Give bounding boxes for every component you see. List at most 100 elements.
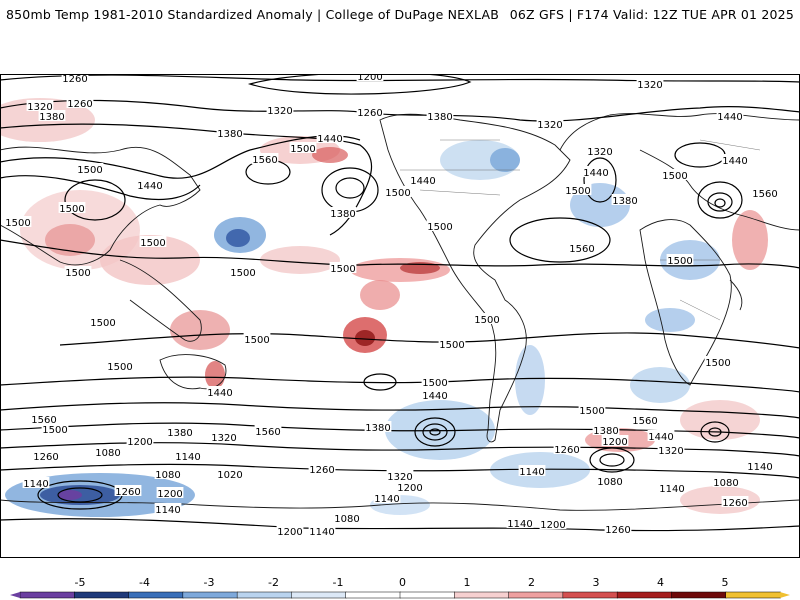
contour-label: 1260 [62, 74, 87, 85]
colorbar-tick-label: -4 [139, 576, 150, 589]
contour-label-bg [647, 430, 675, 441]
contour-label: 1200 [127, 437, 152, 448]
colorbar-tick-label: 4 [657, 576, 664, 589]
contour-label: 1500 [90, 318, 115, 329]
contour-label: 1500 [422, 378, 447, 389]
contour-label-bg [586, 145, 614, 156]
contour-label-bg [114, 485, 142, 496]
colorbar: -5 -4 -3 -2 -1 0 1 2 3 4 5 [0, 560, 800, 600]
contour-label-bg [396, 481, 424, 492]
contour-label-bg [539, 518, 567, 529]
contour-label-bg [32, 450, 60, 461]
contour-label: 1440 [207, 388, 232, 399]
contour-label: 1440 [137, 181, 162, 192]
colorbar-tick-label: 2 [528, 576, 535, 589]
contour-label: 1260 [722, 498, 747, 509]
colorbar-swatches [10, 591, 790, 599]
contour-label-bg [106, 360, 134, 371]
anomaly-map: 1260 1200 1320 1320 1260 1380 1320 1260 1380 1320… [0, 74, 800, 558]
colorbar-tick-label: -1 [333, 576, 344, 589]
contour-label: 1320 [267, 106, 292, 117]
contour-label-bg [329, 262, 357, 273]
colorbar-tick-label: 1 [464, 576, 471, 589]
contour-label: 1500 [5, 218, 30, 229]
contour-label-bg [578, 404, 606, 415]
colorbar-tick-label: 3 [593, 576, 600, 589]
contour-label: 1380 [39, 112, 64, 123]
colorbar-swatch [671, 591, 727, 599]
contour-label: 1500 [662, 171, 687, 182]
contour-label: 1500 [290, 144, 315, 155]
contour-label-bg [289, 142, 317, 153]
contour-label: 1320 [537, 120, 562, 131]
contour-label-bg [721, 496, 749, 507]
contour-label: 1260 [605, 525, 630, 536]
contour-label-bg [38, 110, 66, 121]
contour-label: 1200 [157, 489, 182, 500]
contour-label-bg [553, 443, 581, 454]
contour-label: 1440 [422, 391, 447, 402]
contour-label: 1200 [397, 483, 422, 494]
contour-label: 1320 [27, 102, 52, 113]
contour-label: 1320 [658, 446, 683, 457]
contour-label-bg [66, 97, 94, 108]
contour-label-bg [216, 127, 244, 138]
colorbar-swatch [508, 591, 564, 599]
contour-label-bg [136, 179, 164, 190]
contour-label-bg [601, 435, 629, 446]
contour-label-bg [582, 166, 610, 177]
contour-label-bg [364, 421, 392, 432]
contour-label: 1260 [67, 99, 92, 110]
contour-label: 1500 [244, 335, 269, 346]
colorbar-svg: -5 -4 -3 -2 -1 0 1 2 3 4 5 [10, 576, 790, 599]
contour-label-bg [251, 153, 279, 164]
colorbar-swatch [236, 591, 293, 599]
contour-label-bg [592, 424, 620, 435]
contour-label: 1500 [42, 425, 67, 436]
contour-label-bg [174, 450, 202, 461]
contour-label: 1440 [722, 156, 747, 167]
contour-label: 1380 [217, 129, 242, 140]
contour-label-bg [216, 468, 244, 479]
contour-label-bg [308, 463, 336, 474]
contour-label-bg [426, 220, 454, 231]
contour-label: 1500 [385, 188, 410, 199]
contour-label: 1080 [95, 448, 120, 459]
contour-label-bg [210, 431, 238, 442]
colorbar-swatch [182, 591, 238, 599]
contour-label: 1380 [365, 423, 390, 434]
contour-label-bg [229, 266, 257, 277]
contour-label: 1560 [252, 155, 277, 166]
contour-label: 1500 [77, 165, 102, 176]
contour-label-bg [254, 425, 282, 436]
contour-label: 1080 [155, 470, 180, 481]
contour-label: 1080 [597, 477, 622, 488]
contour-label-bg [333, 512, 361, 523]
colorbar-swatch [128, 591, 184, 599]
colorbar-tick-label: -5 [75, 576, 86, 589]
contour-label-bg [564, 184, 592, 195]
contour-label-bg [751, 187, 779, 198]
contour-label-bg [631, 414, 659, 425]
contour-label-bg [154, 503, 182, 514]
contour-label: 1560 [569, 244, 594, 255]
colorbar-tick-label: 0 [399, 576, 406, 589]
contour-label-bg [384, 186, 412, 197]
contour-label-bg [61, 74, 89, 83]
contour-label: 1560 [752, 189, 777, 200]
contour-label: 1260 [309, 465, 334, 476]
colorbar-swatch [562, 591, 618, 599]
colorbar-swatch [616, 591, 673, 599]
colorbar-tick-label: -3 [204, 576, 215, 589]
map-title: 850mb Temp 1981-2010 Standardized Anomal… [6, 7, 500, 22]
contour-label-bg [716, 110, 744, 121]
contour-label-bg [421, 376, 449, 387]
contour-label: 1140 [507, 519, 532, 530]
colorbar-swatch [725, 591, 781, 599]
colorbar-swatch [399, 591, 456, 599]
contour-label: 1200 [357, 74, 382, 83]
contour-label-bg [712, 476, 740, 487]
contour-label: 1140 [747, 462, 772, 473]
